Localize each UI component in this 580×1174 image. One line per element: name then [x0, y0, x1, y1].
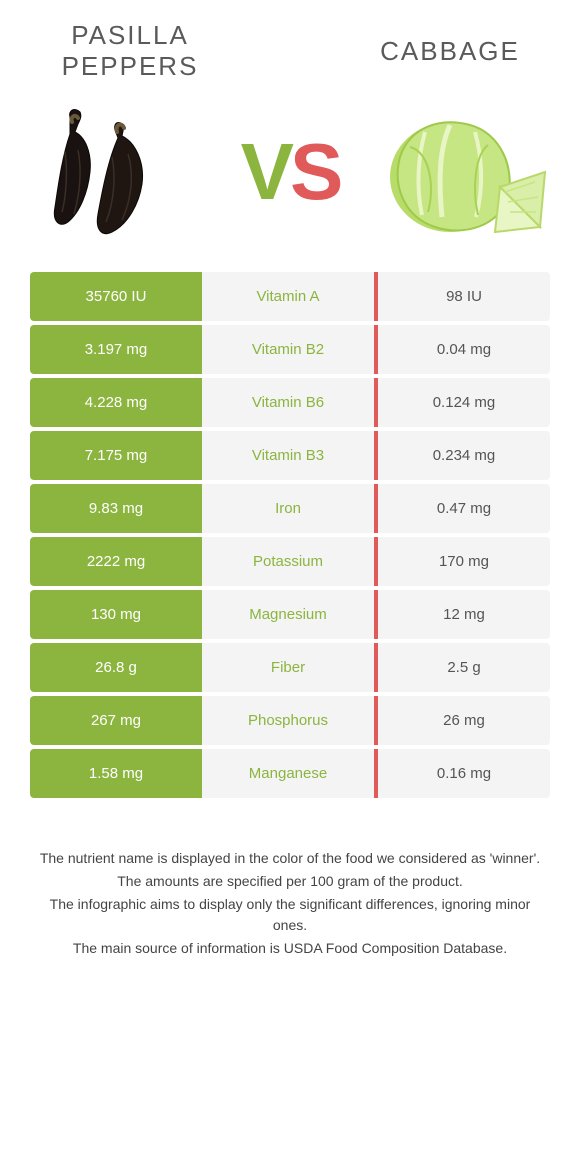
right-value-cell: 2.5 g — [374, 643, 550, 692]
table-row: 130 mgMagnesium12 mg — [30, 590, 550, 639]
nutrient-table: 35760 IUVitamin A98 IU3.197 mgVitamin B2… — [30, 272, 550, 798]
left-food-title: Pasilla peppers — [30, 20, 230, 82]
left-value-cell: 7.175 mg — [30, 431, 202, 480]
right-value-cell: 0.234 mg — [374, 431, 550, 480]
table-row: 35760 IUVitamin A98 IU — [30, 272, 550, 321]
infographic-container: Pasilla peppers Cabbage VS — [0, 0, 580, 981]
pasilla-pepper-image — [30, 97, 200, 247]
right-value-cell: 0.124 mg — [374, 378, 550, 427]
nutrient-name-cell: Vitamin B2 — [202, 325, 374, 374]
nutrient-name-cell: Magnesium — [202, 590, 374, 639]
nutrient-name-cell: Phosphorus — [202, 696, 374, 745]
nutrient-name-cell: Iron — [202, 484, 374, 533]
footer-line-2: The amounts are specified per 100 gram o… — [35, 871, 545, 892]
footer-line-3: The infographic aims to display only the… — [35, 894, 545, 936]
table-row: 3.197 mgVitamin B20.04 mg — [30, 325, 550, 374]
left-value-cell: 1.58 mg — [30, 749, 202, 798]
footer-line-1: The nutrient name is displayed in the co… — [35, 848, 545, 869]
table-row: 4.228 mgVitamin B60.124 mg — [30, 378, 550, 427]
vs-s-letter: S — [290, 127, 339, 216]
nutrient-name-cell: Vitamin B3 — [202, 431, 374, 480]
images-row: VS — [30, 92, 550, 252]
right-value-cell: 98 IU — [374, 272, 550, 321]
table-row: 9.83 mgIron0.47 mg — [30, 484, 550, 533]
footer-line-4: The main source of information is USDA F… — [35, 938, 545, 959]
table-row: 267 mgPhosphorus26 mg — [30, 696, 550, 745]
nutrient-name-cell: Potassium — [202, 537, 374, 586]
left-value-cell: 9.83 mg — [30, 484, 202, 533]
nutrient-name-cell: Vitamin B6 — [202, 378, 374, 427]
right-value-cell: 0.16 mg — [374, 749, 550, 798]
right-value-cell: 26 mg — [374, 696, 550, 745]
table-row: 2222 mgPotassium170 mg — [30, 537, 550, 586]
left-value-cell: 2222 mg — [30, 537, 202, 586]
left-value-cell: 130 mg — [30, 590, 202, 639]
right-value-cell: 12 mg — [374, 590, 550, 639]
right-value-cell: 0.04 mg — [374, 325, 550, 374]
vs-v-letter: V — [241, 127, 290, 216]
nutrient-name-cell: Vitamin A — [202, 272, 374, 321]
table-row: 26.8 gFiber2.5 g — [30, 643, 550, 692]
nutrient-name-cell: Fiber — [202, 643, 374, 692]
left-value-cell: 3.197 mg — [30, 325, 202, 374]
cabbage-image — [380, 97, 550, 247]
left-value-cell: 35760 IU — [30, 272, 202, 321]
left-value-cell: 4.228 mg — [30, 378, 202, 427]
table-row: 1.58 mgManganese0.16 mg — [30, 749, 550, 798]
right-value-cell: 0.47 mg — [374, 484, 550, 533]
vs-label: VS — [241, 126, 340, 218]
left-value-cell: 26.8 g — [30, 643, 202, 692]
left-value-cell: 267 mg — [30, 696, 202, 745]
footer-notes: The nutrient name is displayed in the co… — [30, 848, 550, 959]
right-food-title: Cabbage — [350, 36, 550, 67]
table-row: 7.175 mgVitamin B30.234 mg — [30, 431, 550, 480]
right-value-cell: 170 mg — [374, 537, 550, 586]
header: Pasilla peppers Cabbage — [30, 20, 550, 82]
nutrient-name-cell: Manganese — [202, 749, 374, 798]
